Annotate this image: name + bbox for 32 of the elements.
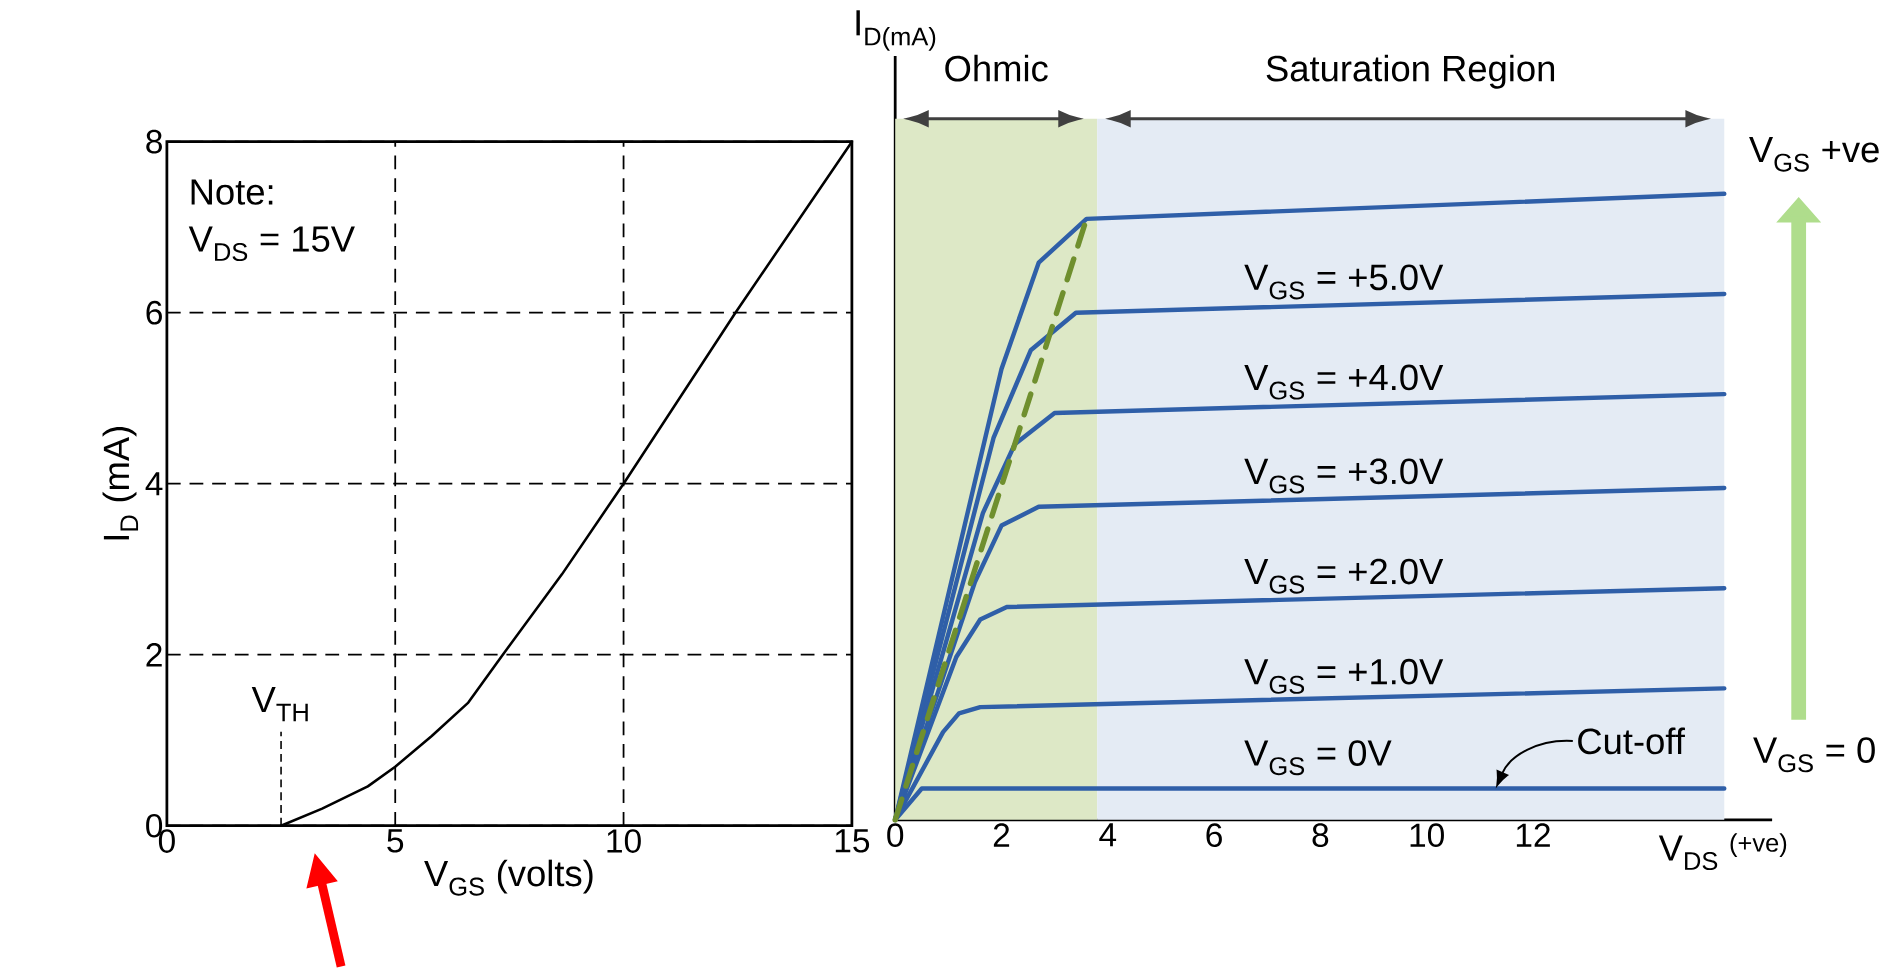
x-tick-label: 4 (1099, 823, 1117, 847)
y-tick-label: 4 (145, 472, 163, 496)
x-tick-label: 5 (387, 829, 404, 853)
band-label: Ohmic (945, 54, 1048, 82)
annotation: V$_{GS}$ = 0 (1753, 737, 1875, 773)
annotation: V$_{DS}$ = 15V (188, 226, 355, 261)
y-tick-label: 8 (146, 129, 162, 154)
x-tick-label: 15 (835, 829, 870, 853)
x-tick-label: 10 (1410, 823, 1444, 847)
series-label: V$_{GS}$ = 0V (1244, 740, 1392, 776)
series-label: V$_{GS}$ = +4.0V (1244, 364, 1444, 400)
series-label: V$_{GS}$ = +3.0V (1244, 458, 1444, 494)
band-label: Saturation Region (1266, 54, 1555, 89)
x-axis-title: V$_{DS}$ (+ve) (1658, 833, 1787, 870)
annotation: V$_{TH}$ (251, 686, 308, 722)
y-tick-label: 6 (146, 300, 162, 325)
x-tick-label: 2 (993, 823, 1010, 847)
text: V$_{GS}$ +ve (1749, 136, 1879, 172)
y-tick-label: 2 (146, 642, 162, 667)
annotation: Cut-off (1578, 727, 1685, 755)
x-tick-label: 6 (1206, 823, 1222, 847)
annotation: Note: (191, 179, 273, 205)
x-tick-label: 10 (607, 829, 641, 853)
x-tick-label: 0 (887, 823, 904, 847)
x-tick-label: 12 (1516, 823, 1550, 847)
y-axis-title: I$_{D}$ (mA) (102, 426, 139, 540)
series-label: V$_{GS}$ = +2.0V (1244, 558, 1444, 594)
x-axis-title: V$_{GS}$ (volts) (424, 859, 593, 896)
y-axis-title: I$_{D(mA)}$ (856, 10, 936, 51)
series-label: V$_{GS}$ = +1.0V (1244, 658, 1444, 694)
x-tick-label: 8 (1312, 823, 1329, 847)
series-label: V$_{GS}$ = +5.0V (1244, 264, 1444, 300)
